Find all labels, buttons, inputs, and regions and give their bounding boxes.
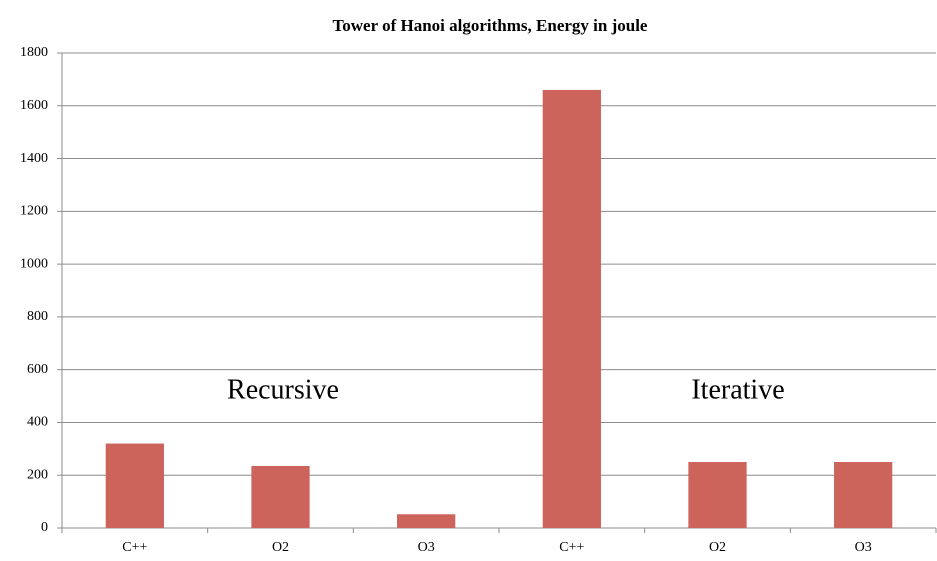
y-tick-label: 1600: [20, 98, 48, 113]
y-tick-label: 0: [41, 520, 48, 535]
y-tick-label: 800: [27, 309, 48, 324]
annotation: Iterative: [691, 374, 784, 405]
bar: [688, 462, 747, 528]
x-tick-label: O2: [709, 540, 726, 555]
x-tick-label: O3: [855, 540, 872, 555]
x-tick-label: O3: [418, 540, 435, 555]
bar: [251, 465, 310, 528]
bar: [397, 514, 456, 528]
y-tick-label: 1000: [20, 256, 48, 271]
bar: [834, 462, 893, 528]
chart-title: Tower of Hanoi algorithms, Energy in jou…: [333, 16, 648, 35]
y-tick-label: 1400: [20, 151, 48, 166]
y-tick-label: 1200: [20, 204, 48, 219]
y-tick-label: 1800: [20, 45, 48, 60]
y-tick-label: 600: [27, 362, 48, 377]
x-tick-label: O2: [272, 540, 289, 555]
y-tick-label: 200: [27, 467, 48, 482]
annotation: Recursive: [227, 374, 339, 405]
bar: [105, 443, 164, 528]
x-tick-label: C++: [122, 540, 147, 555]
x-tick-label: C++: [559, 540, 584, 555]
y-tick-label: 400: [27, 415, 48, 430]
bar: [542, 89, 601, 528]
